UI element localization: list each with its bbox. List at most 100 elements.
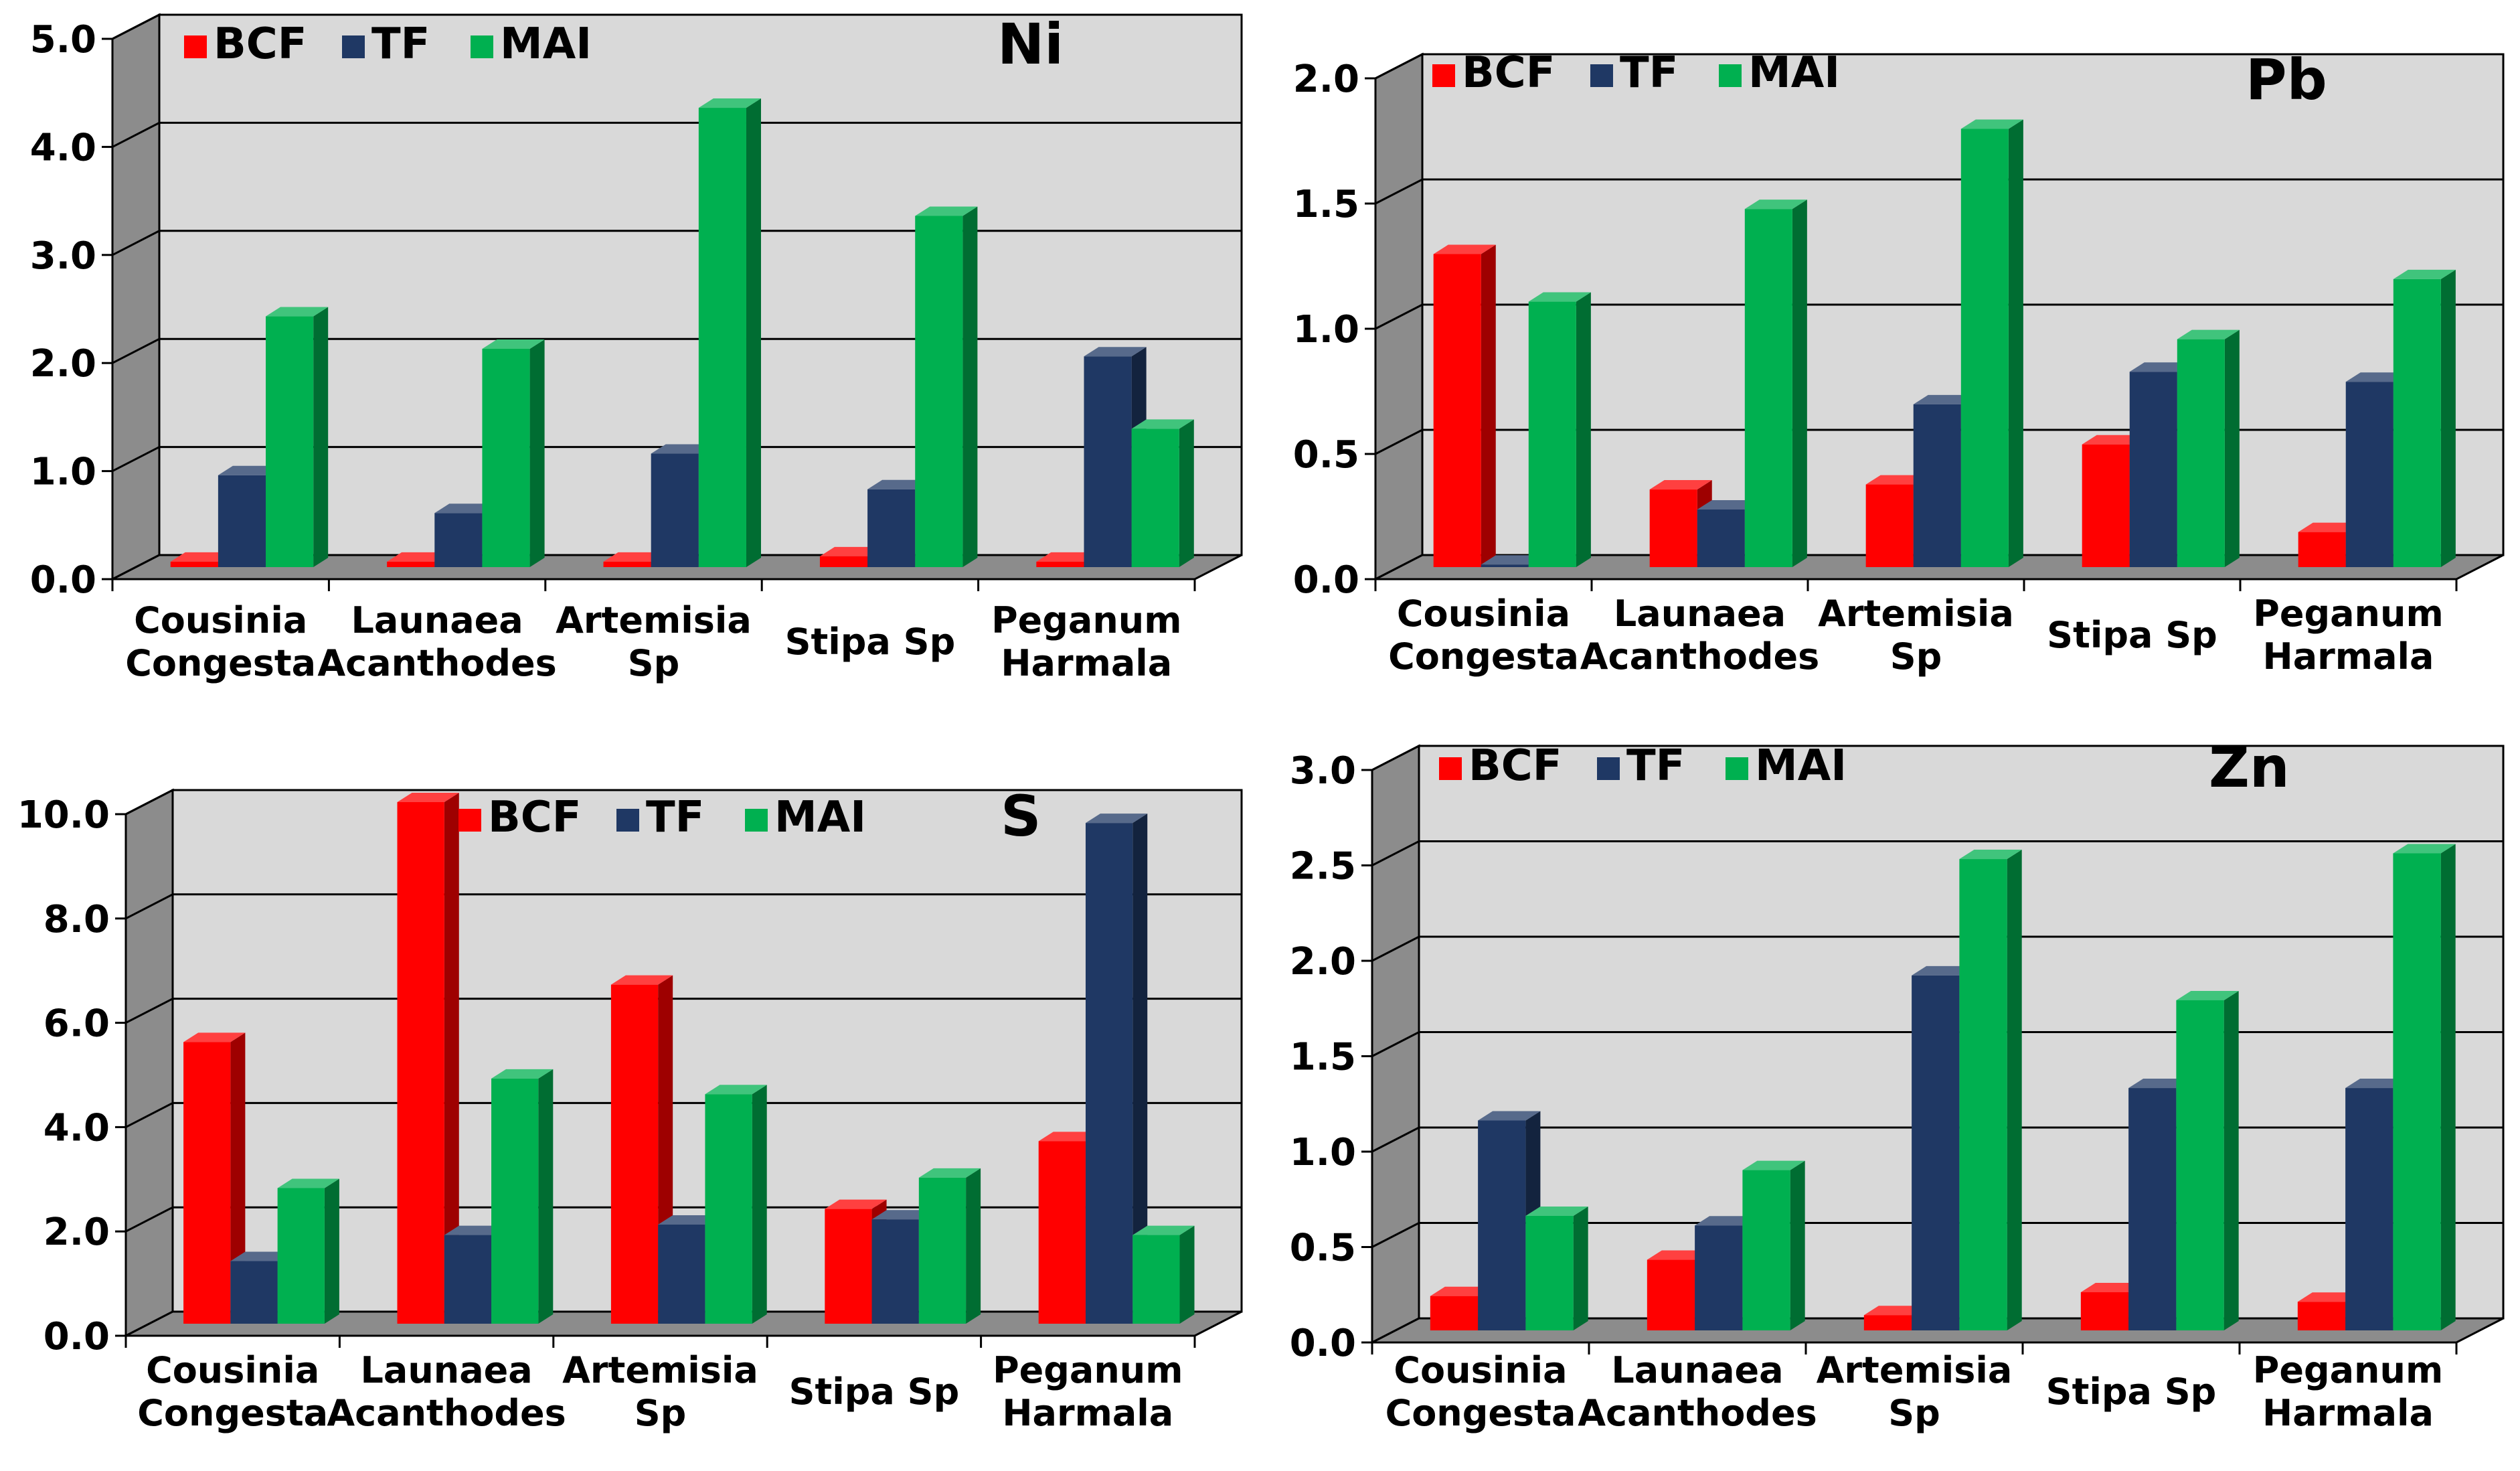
legend-swatch-BCF <box>1432 64 1455 87</box>
bar-top <box>2298 522 2361 532</box>
bar-side <box>324 1178 339 1324</box>
bar-front <box>1085 823 1133 1324</box>
bar-top <box>1744 200 1807 210</box>
bar-top <box>1960 119 2023 129</box>
bar-front <box>2129 372 2177 567</box>
bar-side <box>1132 814 1148 1324</box>
bar-side <box>1790 1160 1805 1330</box>
bar-top <box>651 444 713 454</box>
bar-front <box>1430 1296 1479 1330</box>
bar-top <box>2393 269 2456 279</box>
bar-MAI-1 <box>1525 1207 1588 1330</box>
bar-side <box>1576 292 1591 567</box>
y-tick-label: 4.0 <box>30 126 96 169</box>
bar-MAI-1 <box>1528 292 1591 567</box>
bar-front <box>2345 382 2393 567</box>
y-tick-label: 0.0 <box>44 1315 110 1359</box>
bar-front <box>705 1094 752 1324</box>
bar-MAI-5 <box>1132 1225 1195 1324</box>
legend-label-TF: TF <box>371 19 430 69</box>
bar-top <box>183 1032 246 1042</box>
bar-side <box>2440 844 2456 1330</box>
bar-front <box>1647 1259 1695 1330</box>
y-tick-label: 0.0 <box>1293 558 1359 602</box>
bar-top <box>1695 1216 1758 1226</box>
chart-panel-S: 0.0 2.0 4.0 6.0 8.0 10.0 Cousinia CongestaLauna… <box>17 783 1243 1434</box>
bar-top <box>387 552 450 562</box>
x-tick-label: Cousinia Congesta <box>125 599 316 684</box>
bar-top <box>1742 1160 1805 1170</box>
bar-front <box>603 561 651 567</box>
gridline <box>1371 745 2503 771</box>
gridline <box>1371 840 2503 866</box>
bar-side <box>538 1069 554 1324</box>
bar-top <box>1430 1286 1493 1296</box>
bar-top <box>1647 1250 1710 1260</box>
bar-front <box>1132 1235 1180 1324</box>
bar-front <box>1528 301 1576 567</box>
x-tick-label: Cousinia Congesta <box>1385 1349 1576 1434</box>
side-wall <box>124 788 174 1338</box>
bar-top <box>2345 1079 2408 1089</box>
y-tick-label: 3.0 <box>1290 749 1356 793</box>
side-wall <box>111 13 161 581</box>
gridline <box>1371 1031 2503 1057</box>
bar-top <box>2129 362 2192 372</box>
y-tick-label: 6.0 <box>44 1002 110 1046</box>
bar-side <box>2440 269 2456 567</box>
bar-front <box>230 1261 278 1324</box>
bar-top <box>819 546 883 556</box>
bar-side <box>1792 200 1807 567</box>
gridline <box>1375 178 2503 205</box>
bar-top <box>2080 1283 2144 1292</box>
bar-top <box>2177 329 2240 339</box>
x-tick-label: Launaea Acanthodes <box>327 1349 566 1434</box>
legend-swatch-TF <box>616 809 639 832</box>
y-tick-label: 0.5 <box>1290 1227 1356 1270</box>
bar-front <box>651 453 699 567</box>
bar-MAI-4 <box>2176 990 2239 1330</box>
bar-MAI-4 <box>918 1168 981 1324</box>
bar-top <box>603 552 666 562</box>
bar-MAI-1 <box>266 307 329 567</box>
legend-label-BCF: BCF <box>1462 48 1555 98</box>
bar-top <box>825 1199 887 1209</box>
bar-front <box>218 475 266 567</box>
bar-MAI-2 <box>491 1069 554 1324</box>
bar-front <box>1525 1216 1574 1330</box>
bar-front <box>1912 975 1960 1330</box>
bar-front <box>482 348 530 567</box>
y-tick-label: 2.0 <box>30 342 96 386</box>
bar-BCF-2 <box>397 793 459 1324</box>
bar-top <box>871 1210 934 1220</box>
bar-side <box>2007 850 2022 1330</box>
x-tick-label: Peganum Harmala <box>991 599 1181 684</box>
bar-top <box>915 206 978 216</box>
x-tick-label: Peganum Harmala <box>2253 593 2443 678</box>
y-tick-label: 2.0 <box>44 1211 110 1254</box>
bar-top <box>170 552 233 562</box>
legend-label-MAI: MAI <box>774 793 866 842</box>
bar-front <box>1960 129 2009 567</box>
bar-MAI-3 <box>1959 850 2022 1330</box>
bar-front <box>1038 1141 1086 1324</box>
bar-top <box>2176 990 2239 1000</box>
chart-panel-Zn: 0.0 0.5 1.0 1.5 2.0 2.5 3.0 Cousinia CongestaLau… <box>1290 734 2505 1434</box>
y-tick-label: 4.0 <box>44 1106 110 1150</box>
bar-front <box>1433 254 1481 567</box>
legend-swatch-TF <box>342 35 365 58</box>
bar-top <box>1131 419 1194 429</box>
bar-top <box>491 1069 554 1079</box>
bar-front <box>2082 444 2130 567</box>
gridline <box>112 446 1242 472</box>
bar-side <box>2224 329 2240 567</box>
legend-label-BCF: BCF <box>488 793 581 842</box>
legend: BCF TF MAI <box>1439 741 1847 791</box>
legend: BCF TF MAI <box>458 793 866 842</box>
bar-side <box>752 1085 767 1324</box>
y-tick-label: 1.0 <box>1293 308 1359 352</box>
bar-BCF-1 <box>183 1032 246 1324</box>
bar-top <box>1959 850 2022 860</box>
bar-front <box>1959 859 2007 1330</box>
bar-top <box>1649 480 1712 490</box>
